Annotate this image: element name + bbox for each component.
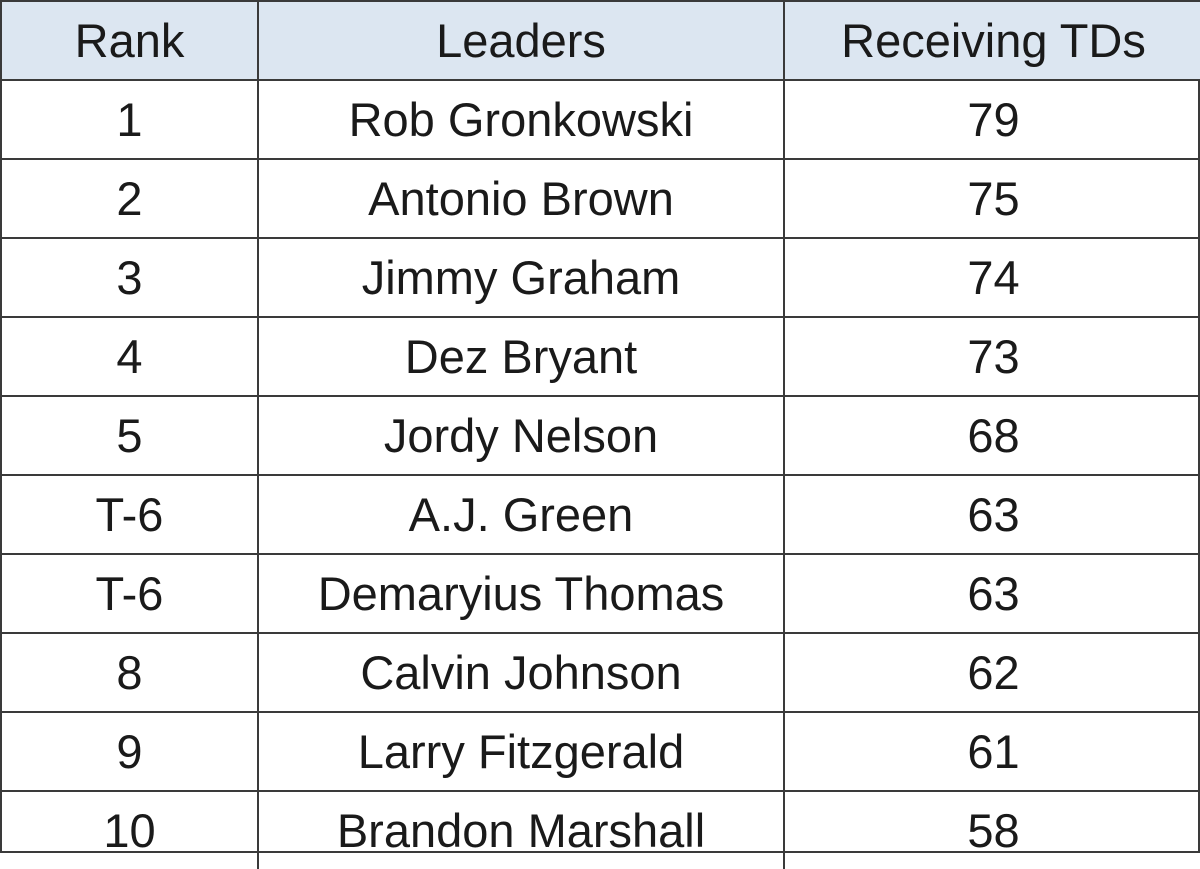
table-row: 2 Antonio Brown 75 [2, 158, 1200, 239]
rank-cell: T-6 [2, 553, 259, 634]
receiving-tds-cell: 62 [783, 632, 1200, 713]
leader-cell: Rob Gronkowski [257, 80, 785, 160]
leader-cell: Jordy Nelson [257, 395, 785, 476]
receiving-tds-cell: 63 [783, 553, 1200, 634]
table-row: 5 Jordy Nelson 68 [2, 395, 1200, 476]
rank-cell: 5 [2, 395, 259, 476]
header-cell: Rank [2, 2, 259, 81]
receiving-tds-cell: 74 [783, 237, 1200, 318]
header-cell: Leaders [257, 2, 785, 81]
rank-cell: 10 [2, 790, 259, 869]
table-row: 4 Dez Bryant 73 [2, 316, 1200, 397]
rank-cell: 2 [2, 158, 259, 239]
table-row: 9 Larry Fitzgerald 61 [2, 711, 1200, 792]
leader-cell: Larry Fitzgerald [257, 711, 785, 792]
table-row: 3 Jimmy Graham 74 [2, 237, 1200, 318]
rank-cell: 4 [2, 316, 259, 397]
table-row: 1 Rob Gronkowski 79 [2, 80, 1200, 160]
table-body: 1 Rob Gronkowski 79 2 Antonio Brown 75 3 Jimmy … [2, 80, 1200, 869]
leader-cell: Demaryius Thomas [257, 553, 785, 634]
receiving-tds-cell: 63 [783, 474, 1200, 555]
receiving-tds-cell: 58 [783, 790, 1200, 869]
table-header: Rank Leaders Receiving TDs [2, 2, 1200, 81]
receiving-tds-cell: 61 [783, 711, 1200, 792]
leader-cell: Dez Bryant [257, 316, 785, 397]
leader-cell: Brandon Marshall [257, 790, 785, 869]
rank-cell: T-6 [2, 474, 259, 555]
leader-cell: Jimmy Graham [257, 237, 785, 318]
header-row: Rank Leaders Receiving TDs [2, 2, 1200, 81]
rank-cell: 8 [2, 632, 259, 713]
receiving-tds-cell: 73 [783, 316, 1200, 397]
leader-cell: Calvin Johnson [257, 632, 785, 713]
receiving-tds-cell: 75 [783, 158, 1200, 239]
table-row: 8 Calvin Johnson 62 [2, 632, 1200, 713]
header-cell: Receiving TDs [783, 2, 1200, 81]
leader-cell: A.J. Green [257, 474, 785, 555]
table-row: T-6 Demaryius Thomas 63 [2, 553, 1200, 634]
rank-cell: 9 [2, 711, 259, 792]
receiving-tds-cell: 79 [783, 80, 1200, 160]
rank-cell: 3 [2, 237, 259, 318]
leader-cell: Antonio Brown [257, 158, 785, 239]
table-row: 10 Brandon Marshall 58 [2, 790, 1200, 869]
table-row: T-6 A.J. Green 63 [2, 474, 1200, 555]
receiving-tds-cell: 68 [783, 395, 1200, 476]
rank-cell: 1 [2, 80, 259, 160]
